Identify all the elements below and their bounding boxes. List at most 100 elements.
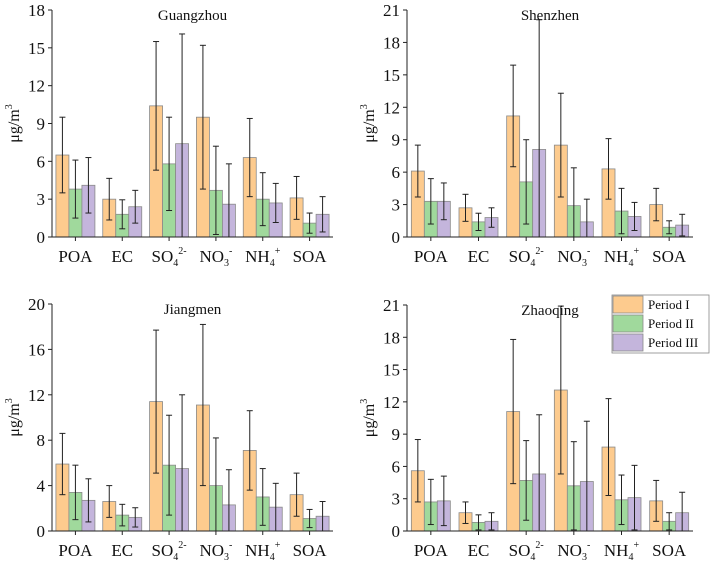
- category-main: NO: [557, 541, 582, 560]
- category-subscript: 3: [224, 258, 229, 269]
- category-main: EC: [468, 541, 490, 560]
- category-subscript: 4: [173, 258, 178, 269]
- legend-label: Period III: [648, 335, 698, 350]
- y-tick-label: 3: [392, 196, 401, 215]
- category-subscript: 4: [270, 258, 275, 269]
- y-axis-label-text: μg/m: [361, 403, 378, 437]
- category-subscript: 4: [530, 258, 535, 269]
- y-tick-label: 21: [383, 1, 400, 20]
- y-axis-label-text: μg/m: [6, 109, 23, 143]
- y-tick-label: 6: [37, 152, 46, 171]
- category-main: NH: [604, 541, 629, 560]
- y-tick-label: 9: [392, 131, 401, 150]
- x-tick-label: NH4+: [245, 540, 281, 563]
- legend-swatch: [612, 333, 644, 352]
- y-tick-label: 3: [392, 490, 401, 509]
- y-axis-label-text: μg/m: [6, 403, 23, 437]
- category-subscript: 3: [224, 552, 229, 563]
- y-tick-label: 8: [37, 431, 46, 450]
- y-tick-label: 3: [37, 190, 46, 209]
- x-tick-label: NO3-: [557, 246, 590, 269]
- legend-label: Period I: [648, 297, 690, 312]
- legend: Period I Period II Period III: [611, 294, 710, 354]
- category-superscript: +: [275, 540, 281, 551]
- y-tick-label: 9: [37, 115, 46, 134]
- category-main: SO: [509, 541, 531, 560]
- category-superscript: +: [633, 246, 639, 257]
- x-tick-label: POA: [58, 541, 93, 560]
- y-tick-label: 15: [383, 66, 400, 85]
- x-tick-label: SO42-: [509, 540, 544, 563]
- x-tick-label: NO3-: [557, 540, 590, 563]
- category-main: NO: [199, 247, 224, 266]
- category-main: NH: [604, 247, 629, 266]
- category-superscript: 2-: [535, 246, 543, 257]
- category-subscript: 3: [582, 552, 587, 563]
- y-tick-label: 12: [28, 386, 45, 405]
- category-main: SOA: [293, 541, 328, 560]
- category-superscript: 2-: [535, 540, 543, 551]
- x-tick-label: POA: [58, 247, 93, 266]
- y-tick-label: 4: [37, 477, 46, 496]
- category-subscript: 3: [582, 258, 587, 269]
- panel-title: Guangzhou: [158, 8, 228, 24]
- y-axis-label: μg/m3: [4, 398, 23, 436]
- y-tick-label: 0: [37, 522, 46, 541]
- category-main: EC: [111, 247, 133, 266]
- category-superscript: -: [229, 540, 232, 551]
- legend-swatch: [612, 295, 644, 314]
- x-tick-label: POA: [414, 541, 449, 560]
- x-tick-label: EC: [111, 541, 133, 560]
- x-tick-label: NO3-: [199, 540, 232, 563]
- y-axis-label: μg/m3: [359, 104, 378, 142]
- category-subscript: 4: [173, 552, 178, 563]
- y-tick-label: 6: [392, 457, 401, 476]
- y-tick-label: 16: [28, 340, 45, 359]
- x-tick-label: EC: [468, 541, 490, 560]
- x-tick-label: SO42-: [152, 246, 187, 269]
- y-tick-label: 12: [383, 98, 400, 117]
- x-tick-label: SOA: [652, 247, 687, 266]
- category-main: POA: [58, 541, 93, 560]
- y-axis-label-superscript: 3: [359, 104, 370, 109]
- category-superscript: 2-: [178, 246, 186, 257]
- category-subscript: 4: [270, 552, 275, 563]
- y-tick-label: 15: [28, 39, 45, 58]
- category-superscript: +: [275, 246, 281, 257]
- panel-title: Zhaoqing: [521, 303, 579, 319]
- y-tick-label: 18: [383, 328, 400, 347]
- category-main: SOA: [293, 247, 328, 266]
- category-subscript: 4: [628, 552, 633, 563]
- x-tick-label: NO3-: [199, 246, 232, 269]
- x-tick-label: SOA: [652, 541, 687, 560]
- y-tick-label: 15: [383, 361, 400, 380]
- category-main: NH: [245, 247, 270, 266]
- category-superscript: -: [229, 246, 232, 257]
- panel-title: Shenzhen: [521, 8, 580, 24]
- category-subscript: 4: [530, 552, 535, 563]
- category-main: SOA: [652, 541, 687, 560]
- category-superscript: -: [587, 246, 590, 257]
- y-axis-label-superscript: 3: [4, 104, 15, 109]
- x-tick-label: NH4+: [604, 246, 640, 269]
- category-main: SO: [152, 247, 174, 266]
- y-tick-label: 0: [392, 228, 401, 247]
- y-axis-label-superscript: 3: [359, 399, 370, 404]
- category-superscript: -: [587, 540, 590, 551]
- y-axis-label: μg/m3: [4, 104, 23, 142]
- y-tick-label: 12: [383, 393, 400, 412]
- y-axis-label-superscript: 3: [4, 398, 15, 403]
- x-tick-label: EC: [111, 247, 133, 266]
- category-main: EC: [111, 541, 133, 560]
- legend-swatch: [612, 314, 644, 333]
- y-tick-label: 0: [37, 228, 46, 247]
- x-tick-label: NH4+: [245, 246, 281, 269]
- x-tick-label: SO42-: [152, 540, 187, 563]
- category-main: POA: [58, 247, 93, 266]
- x-tick-label: SO42-: [509, 246, 544, 269]
- y-tick-label: 6: [392, 163, 401, 182]
